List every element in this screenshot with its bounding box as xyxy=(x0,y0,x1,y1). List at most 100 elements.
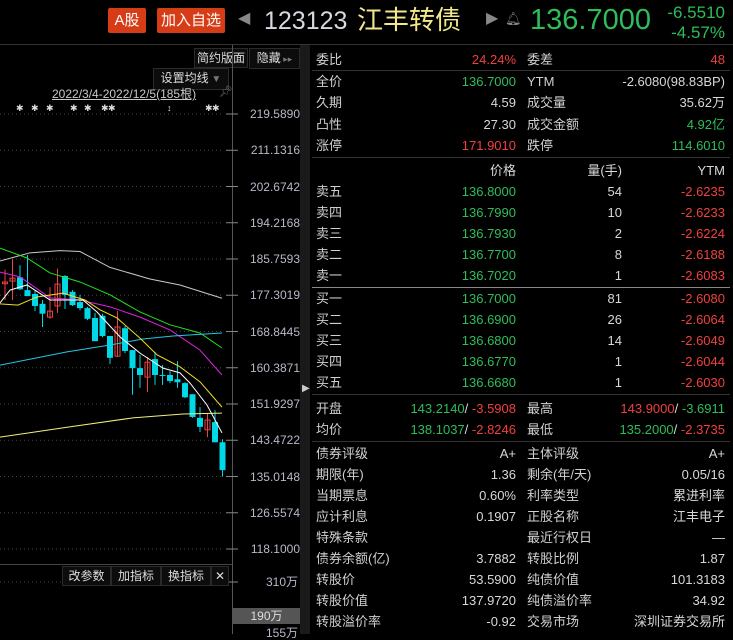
bid-row: 买四 136.6770 1 -2.6044 xyxy=(310,351,733,372)
switch-indicator-button[interactable]: 换指标 xyxy=(161,566,211,586)
y-tick-label: 177.3019 xyxy=(249,288,300,303)
field-label: 委差 xyxy=(527,52,554,67)
field-label: 应计利息 xyxy=(316,509,369,524)
field-value: -2.6188 xyxy=(680,247,725,262)
field-label: 纯债溢价率 xyxy=(527,593,593,608)
order-ratio-row: 委比 24.24% 委差 48 xyxy=(310,49,733,70)
field-value: 136.6680 xyxy=(461,375,516,390)
field-label: 债券评级 xyxy=(316,446,369,461)
date-range-link[interactable]: 2022/3/4-2022/12/5(185根) xyxy=(52,87,197,101)
event-marker-icon[interactable]: ✱ xyxy=(108,103,116,113)
field-value: 136.7020 xyxy=(461,268,516,283)
info-row: 特殊条款 最近行权日 — xyxy=(310,527,733,548)
field-value: YTM xyxy=(697,163,725,178)
field-value: 24.24% xyxy=(471,52,516,67)
y-tick-label: 168.8445 xyxy=(249,324,300,339)
field-value: 量(手) xyxy=(587,163,622,178)
candle-body xyxy=(159,374,166,376)
field-value: 136.7000 xyxy=(461,291,516,306)
candle-body xyxy=(212,422,218,443)
field-label: 转股溢价率 xyxy=(316,614,382,629)
candle-body xyxy=(107,335,113,358)
y-tick-label: 185.7593 xyxy=(249,252,300,266)
field-value: 10 xyxy=(607,205,622,220)
candle-body xyxy=(77,302,83,309)
candle-body xyxy=(219,442,226,471)
field-label: 剩余(年/天) xyxy=(527,467,592,482)
field-value: 35.62万 xyxy=(679,95,725,111)
field-label: 利率类型 xyxy=(527,488,580,503)
field-label: YTM xyxy=(527,74,555,89)
a-share-button[interactable]: A股 xyxy=(108,8,146,33)
event-marker-icon[interactable]: ✱ xyxy=(70,103,78,113)
field-label: 成交量 xyxy=(527,95,567,111)
event-marker-icon[interactable]: ✱ xyxy=(16,103,24,113)
candle-body xyxy=(69,291,76,306)
event-marker-icon[interactable]: ✱ xyxy=(84,103,92,113)
field-value: 8 xyxy=(614,247,622,262)
field-value: 3.7882 xyxy=(476,551,516,566)
set-ma-button[interactable]: 设置均线 ▼ xyxy=(153,68,229,90)
field-label: 全价 xyxy=(316,74,343,89)
field-value: 137.9720 xyxy=(461,593,516,608)
bid-row: 买一 136.7000 81 -2.6080 xyxy=(310,288,733,309)
hide-button[interactable]: 隐藏 ▸▸ xyxy=(249,48,300,69)
divider xyxy=(312,394,730,395)
event-marker-icon[interactable]: ✱ xyxy=(31,103,39,113)
divider xyxy=(312,441,730,442)
event-marker-icon[interactable]: ✱ xyxy=(212,103,220,113)
candle-body xyxy=(197,417,203,427)
add-watchlist-button[interactable]: 加入自选 xyxy=(157,8,225,33)
add-indicator-button[interactable]: 加指标 xyxy=(111,566,161,586)
field-value: 54 xyxy=(607,184,622,199)
event-marker-icon[interactable]: ↕ xyxy=(167,103,172,113)
field-label: 买五 xyxy=(316,375,343,390)
bell-icon[interactable]: 🔔︎ xyxy=(505,11,522,26)
field-value: 0.60% xyxy=(479,488,516,503)
field-label: 交易市场 xyxy=(527,614,580,629)
volume-divider xyxy=(0,564,232,565)
expand-arrow-icon[interactable]: ▶ xyxy=(302,383,310,394)
moving-average-line xyxy=(0,412,222,438)
field-value: -2.6049 xyxy=(680,333,725,348)
event-marker-icon[interactable]: ✱ xyxy=(101,103,109,113)
next-arrow-icon[interactable]: ▶ xyxy=(486,10,499,27)
candle-body xyxy=(144,361,151,378)
field-value: 1 xyxy=(614,375,622,390)
close-icon[interactable]: ✕ xyxy=(211,566,229,586)
info-row: 应计利息 0.1907 正股名称 江丰电子 xyxy=(310,506,733,527)
field-label: 纯债价值 xyxy=(527,572,580,587)
double-arrow-icon: ▸▸ xyxy=(280,54,293,64)
bid-row: 买二 136.6900 26 -2.6064 xyxy=(310,309,733,330)
info-row: 转股价值 137.9720 纯债溢价率 34.92 xyxy=(310,590,733,611)
field-value: 1 xyxy=(614,354,622,369)
last-price: 136.7000 xyxy=(530,4,651,36)
event-markers: ✱ ✱ ✱ ✱ ✱ ✱ ✱ ↕ ✱ ✱ xyxy=(0,103,232,115)
candle-body xyxy=(17,277,23,290)
pin-icon[interactable]: 📌︎ xyxy=(219,86,233,98)
candle-body xyxy=(54,283,61,307)
change-params-button[interactable]: 改参数 xyxy=(62,566,111,586)
event-marker-icon[interactable]: ✱ xyxy=(205,103,213,113)
prev-arrow-icon[interactable]: ◀ xyxy=(238,10,251,27)
field-label: 债券余额(亿) xyxy=(316,551,390,566)
volume-tick: 155万 xyxy=(266,626,299,640)
field-value: 48 xyxy=(710,52,725,67)
field-label: 当期票息 xyxy=(316,488,369,503)
field-label: 最低 xyxy=(527,422,554,437)
stat-row: 全价 136.7000 YTM -2.6080(98.83BP) xyxy=(310,71,733,92)
event-marker-icon[interactable]: ✱ xyxy=(46,103,54,113)
field-label: 卖五 xyxy=(316,184,343,199)
field-label: 最高 xyxy=(527,401,554,416)
field-label: 特殊条款 xyxy=(316,530,369,545)
field-value: 101.3183 xyxy=(670,572,725,587)
field-label: 均价 xyxy=(316,422,343,437)
moving-average-line xyxy=(0,284,223,434)
field-value: 136.8000 xyxy=(461,184,516,199)
panel-splitter[interactable] xyxy=(300,45,310,634)
field-value: A+ xyxy=(708,446,725,461)
field-value: 135.2000/ -2.3735 xyxy=(619,422,725,437)
dropdown-icon: ▼ xyxy=(208,74,222,85)
field-value: 2 xyxy=(614,226,622,241)
candle-body xyxy=(47,310,53,318)
